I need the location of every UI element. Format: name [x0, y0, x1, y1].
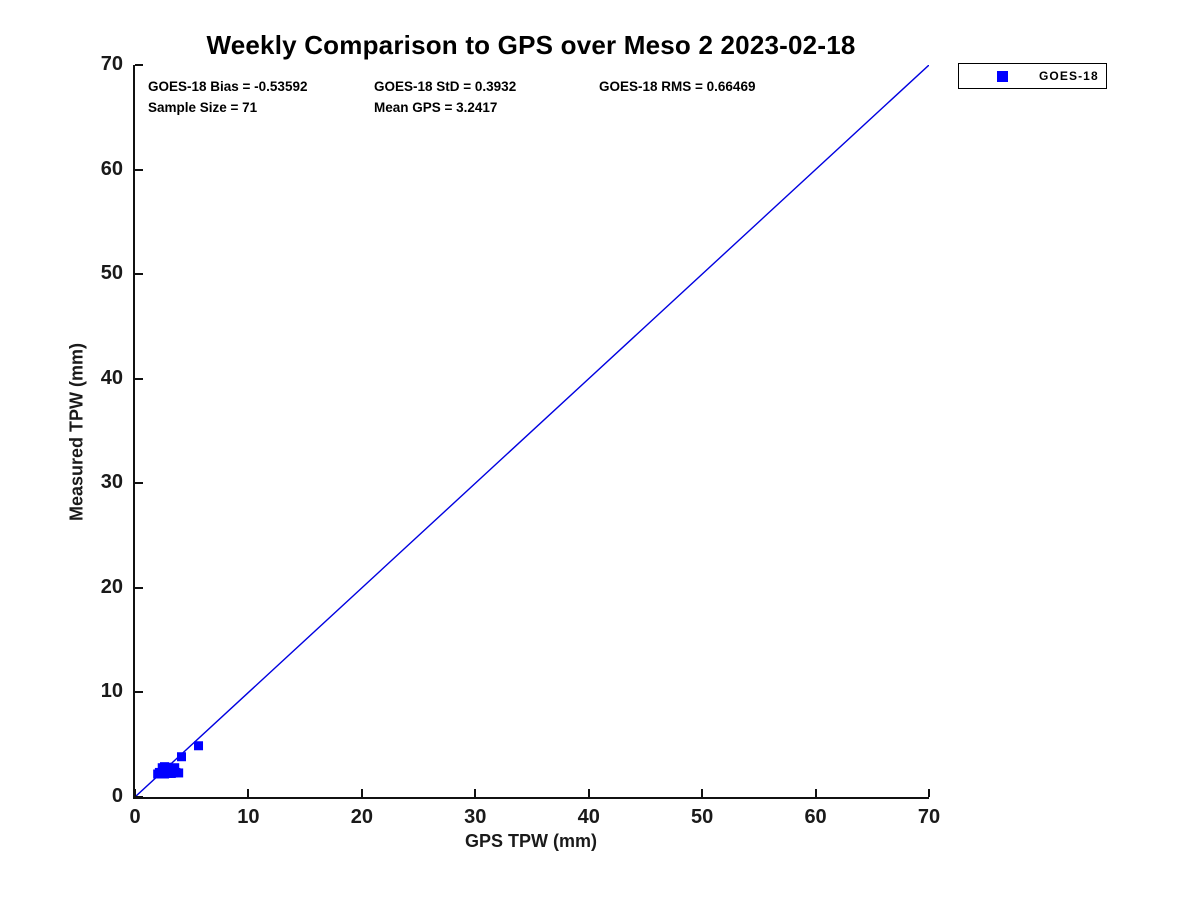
x-tick-label: 70: [917, 806, 941, 828]
stat-mean-gps-text: Mean GPS = 3.2417: [374, 100, 498, 115]
y-tick-label: 70: [100, 53, 123, 75]
stat-bias-text: GOES-18 Bias = -0.53592: [148, 79, 308, 94]
y-axis-tick: [135, 586, 143, 589]
chart-title: Weekly Comparison to GPS over Meso 2 202…: [206, 30, 856, 60]
legend-square-marker-icon: [997, 70, 1008, 82]
stat-rms-text: GOES-18 RMS = 0.66469: [599, 79, 756, 94]
scatter-point: [170, 763, 180, 773]
x-axis-tick: [360, 789, 363, 797]
stat-std-text: GOES-18 StD = 0.3932: [374, 79, 517, 94]
y-axis-tick: [135, 64, 143, 66]
scatter-point: [174, 768, 184, 778]
x-axis-tick: [814, 789, 817, 797]
y-axis-tick: [135, 482, 143, 485]
x-tick-label: 0: [129, 806, 141, 828]
x-tick-label: 50: [691, 806, 714, 828]
x-tick-label: 20: [350, 806, 373, 828]
stat-sample-size-text: Sample Size = 71: [148, 100, 258, 115]
scatter-point: [177, 752, 187, 762]
legend: GOES-18: [958, 63, 1107, 89]
scatter-point: [162, 762, 172, 772]
y-axis-tick: [135, 168, 143, 171]
y-axis-tick: [135, 377, 143, 380]
y-tick-label: 30: [100, 471, 123, 494]
x-tick-label: 60: [804, 806, 827, 828]
scatter-plot-canvas: [135, 65, 929, 797]
y-tick-label: 10: [100, 680, 123, 703]
y-tick-label: 20: [100, 575, 123, 598]
x-tick-label: 30: [464, 806, 487, 828]
legend-label: GOES-18: [1039, 69, 1099, 83]
x-axis-tick: [928, 789, 930, 797]
x-tick-label: 10: [237, 806, 260, 828]
x-axis-tick: [587, 789, 590, 797]
y-axis-tick: [135, 796, 143, 798]
x-axis-tick: [247, 789, 250, 797]
x-axis-tick: [474, 789, 477, 797]
y-tick-label: 50: [100, 262, 123, 285]
y-tick-label: 40: [100, 366, 123, 389]
x-axis-label: GPS TPW (mm): [464, 831, 597, 851]
identity-reference-line: [135, 65, 929, 797]
scatter-point: [194, 741, 204, 751]
y-tick-label: 0: [111, 785, 123, 807]
y-axis-tick: [135, 691, 143, 694]
x-axis-tick: [134, 789, 136, 797]
x-tick-label: 40: [577, 806, 600, 828]
plot-area: 0 10 20 30 40 50 60 70 0 10 20 30 40 50 60 70: [101, 53, 940, 828]
y-tick-label: 60: [100, 157, 123, 180]
y-axis-tick: [135, 273, 143, 276]
x-axis-tick: [701, 789, 704, 797]
